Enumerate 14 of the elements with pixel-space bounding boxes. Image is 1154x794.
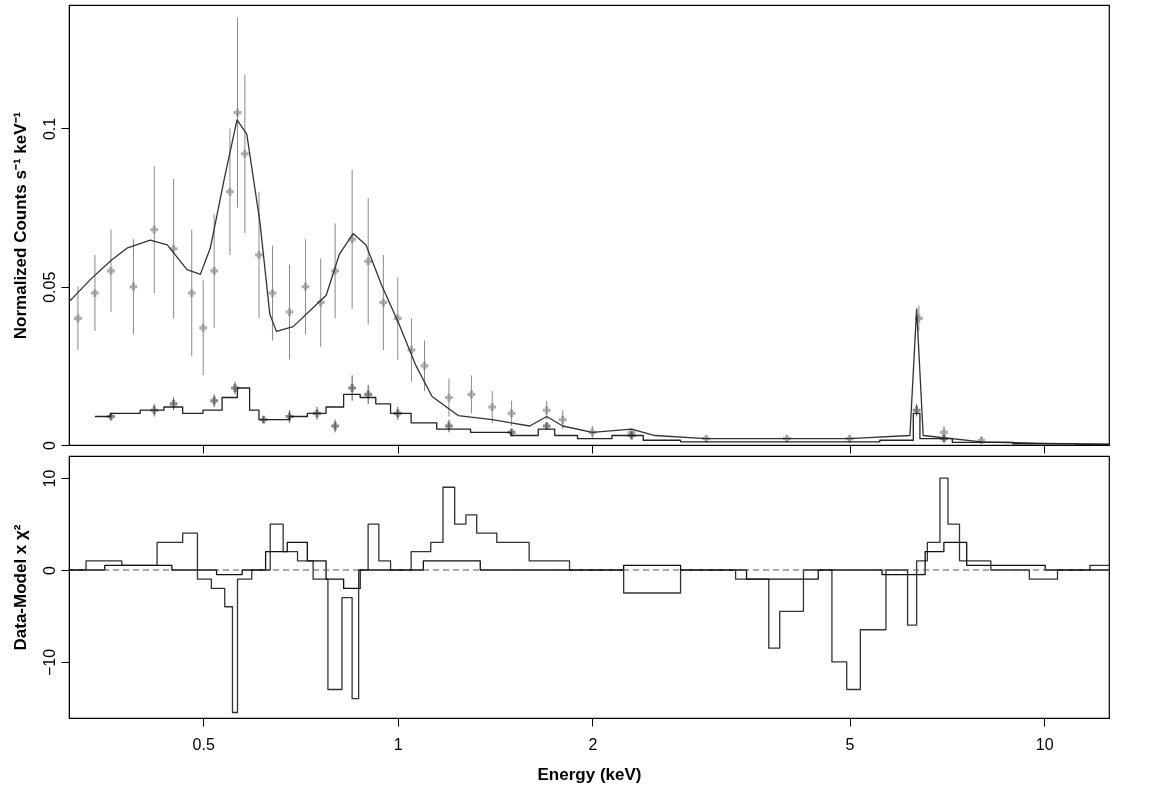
- y-tick-label: 0: [40, 565, 58, 575]
- y-axis-title: Data-Model x χ²: [10, 524, 30, 651]
- y-tick-label: −10: [40, 648, 58, 676]
- y-axis-title: Normalized Counts s⁻¹ keV⁻¹: [10, 111, 30, 340]
- y-tick-label: 0: [40, 440, 58, 450]
- y-tick-label: 10: [40, 469, 58, 488]
- x-tick-label: 5: [845, 735, 855, 753]
- x-axis-title: Energy (keV): [537, 764, 642, 784]
- x-tick-label: 2: [588, 735, 598, 753]
- y-tick-label: 0.05: [40, 271, 58, 303]
- x-tick-label: 0.5: [192, 735, 215, 753]
- x-tick-label: 1: [393, 735, 403, 753]
- x-tick-label: 10: [1035, 735, 1054, 753]
- y-tick-label: 0.1: [40, 117, 58, 141]
